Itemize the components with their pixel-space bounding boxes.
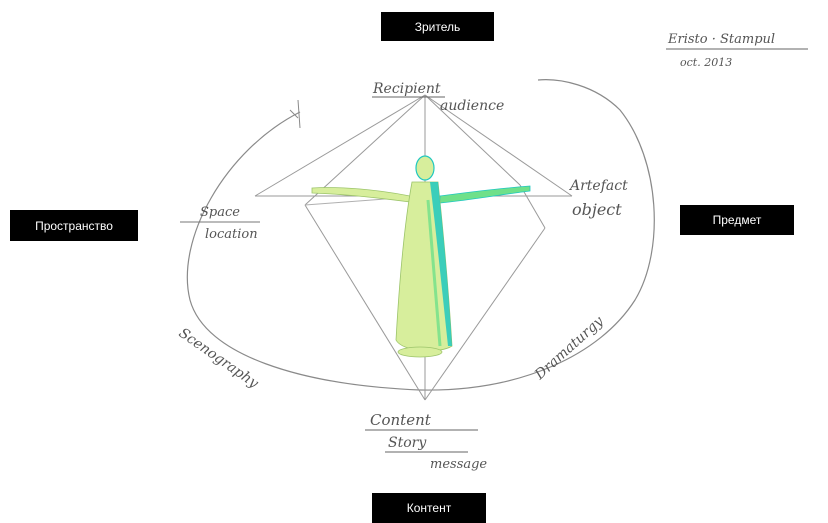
figure-feet (397, 346, 443, 358)
edge-right-bottom (424, 227, 546, 401)
edge-top-left (254, 94, 426, 197)
top-handwriting-line2: audience (440, 98, 504, 114)
bottom-handwriting-line1: Content (370, 411, 432, 429)
top-handwriting-line1: Recipient (372, 81, 441, 97)
outer-loop-curve (186, 79, 655, 391)
right-handwriting-line1: Artefact (568, 178, 628, 194)
edge-top-front-left (304, 94, 426, 206)
left-handwriting-line1: Space (200, 205, 240, 220)
bottom-handwriting-line2: Story (388, 435, 427, 451)
bottom-handwriting-line3: message (430, 457, 487, 472)
edge-top-back-right (424, 94, 521, 186)
signature-line2: oct. 2013 (680, 56, 732, 69)
loop-start-mark (289, 99, 301, 129)
label-content: Контент (372, 493, 486, 523)
figure-right-arm (439, 185, 531, 204)
figure-illustration (311, 155, 531, 358)
edge-left-bottom (304, 204, 426, 401)
figure-head (415, 155, 435, 181)
signature-line1: Eristo · Stampul (667, 32, 775, 47)
label-object: Предмет (680, 205, 794, 235)
arc-right-handwriting: Dramaturgy (531, 313, 607, 384)
label-viewer: Зритель (381, 12, 494, 41)
edge-mid-right (519, 184, 546, 229)
right-handwriting-line2: object (572, 200, 622, 219)
edge-top-right (424, 94, 573, 197)
arc-left-handwriting: Scenography (176, 325, 262, 392)
figure-dress-fold (426, 199, 442, 347)
figure-left-arm (311, 187, 411, 203)
figure-dress-shadow (430, 182, 452, 346)
left-handwriting-line2: location (205, 227, 258, 242)
label-space: Пространство (10, 210, 138, 241)
